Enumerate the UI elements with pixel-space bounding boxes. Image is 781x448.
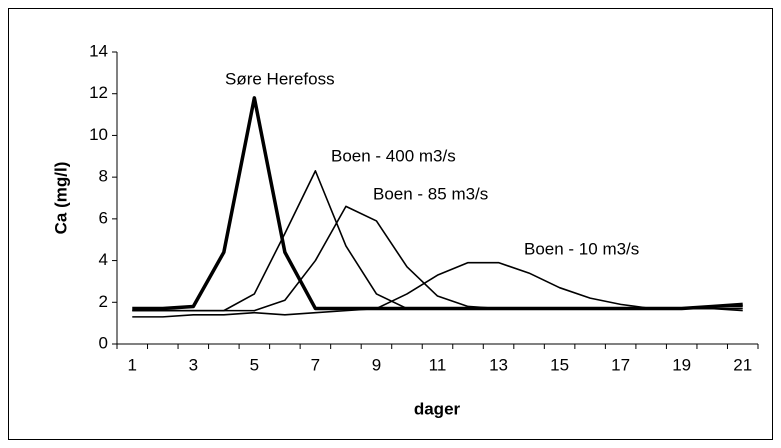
x-tick-label: 5 [250,355,259,374]
y-tick-label: 10 [89,125,108,144]
x-tick-label: 11 [429,355,447,374]
x-axis-title: dager [414,399,461,418]
y-tick-label: 4 [99,250,108,269]
x-tick-label: 1 [128,355,137,374]
chart-border [8,8,773,440]
x-tick-label: 21 [733,355,752,374]
y-tick-label: 6 [99,208,108,227]
x-tick-label: 15 [550,355,569,374]
x-tick-label: 13 [489,355,508,374]
series-line [132,261,743,318]
y-tick-label: 0 [99,333,108,352]
x-tick-label: 9 [372,355,381,374]
x-tick-label: 3 [189,355,198,374]
x-tick-label: 19 [672,355,691,374]
y-tick-label: 14 [89,41,108,60]
x-tick-label: 17 [611,355,630,374]
series-label: Boen - 85 m3/s [373,184,488,203]
x-tick-label: 7 [311,355,320,374]
series-label: Boen - 10 m3/s [524,239,639,258]
y-tick-label: 8 [99,167,108,186]
y-axis-title: Ca (mg/l) [51,162,70,235]
series-label: Søre Herefoss [225,69,335,88]
y-tick-label: 2 [99,292,108,311]
y-tick-label: 12 [89,83,108,102]
series-line [132,205,743,312]
series-label: Boen - 400 m3/s [331,146,456,165]
